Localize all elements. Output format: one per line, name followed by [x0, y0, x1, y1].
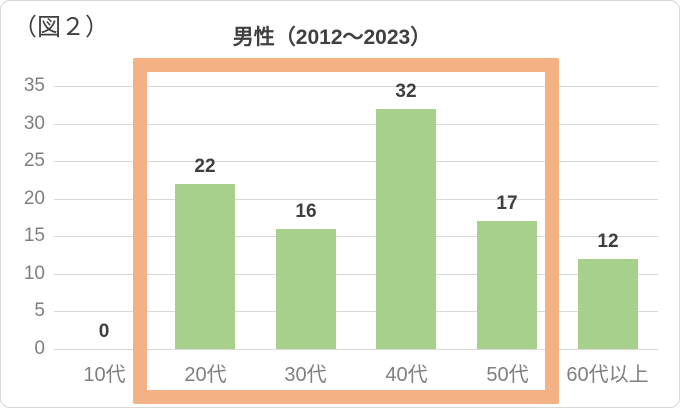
y-axis-tick-label: 15	[23, 225, 45, 246]
gridline	[54, 349, 658, 350]
bar	[477, 221, 537, 349]
y-axis-tick-label: 35	[23, 75, 45, 96]
y-axis-tick-label: 0	[34, 338, 45, 359]
bar-value-label: 17	[496, 193, 518, 214]
gridline	[54, 274, 658, 275]
x-axis-label: 60代以上	[566, 364, 649, 386]
gridline	[54, 161, 658, 162]
bar-value-label: 16	[295, 201, 317, 222]
y-axis-tick-label: 30	[23, 113, 45, 134]
gridline	[54, 236, 658, 237]
y-axis-tick-label: 5	[34, 300, 45, 321]
bar	[175, 184, 235, 349]
highlight-rectangle	[133, 58, 559, 404]
bar-value-label: 12	[597, 231, 619, 252]
bar-value-label: 0	[98, 321, 110, 342]
bar-value-label: 32	[395, 81, 417, 102]
bar	[276, 229, 336, 349]
x-axis-label: 20代	[184, 364, 227, 386]
y-axis-tick-label: 20	[23, 188, 45, 209]
bar	[376, 109, 436, 349]
y-axis-tick-label: 10	[23, 263, 45, 284]
gridline	[54, 124, 658, 125]
bar	[578, 259, 638, 349]
gridline	[54, 311, 658, 312]
x-axis-label: 30代	[284, 364, 327, 386]
bar-value-label: 22	[194, 156, 216, 177]
x-axis-label: 10代	[83, 364, 126, 386]
gridline	[54, 199, 658, 200]
chart-title: 男性（2012～2023）	[232, 26, 432, 49]
figure-label: （図２）	[13, 14, 109, 41]
gridline	[54, 86, 658, 87]
x-axis-label: 50代	[486, 364, 529, 386]
y-axis-tick-label: 25	[23, 150, 45, 171]
x-axis-label: 40代	[385, 364, 428, 386]
